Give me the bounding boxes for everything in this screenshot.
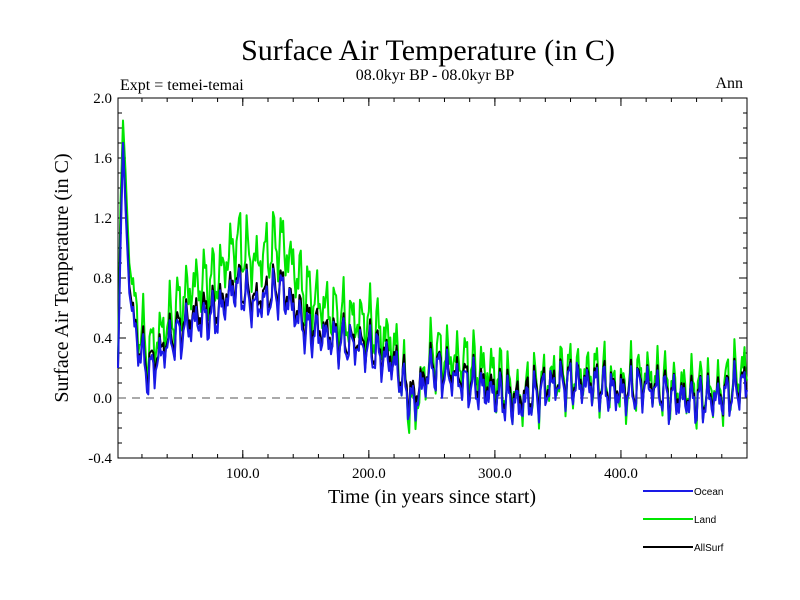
- chart-subtitle: 08.0kyr BP - 08.0kyr BP: [356, 67, 515, 84]
- legend-label-ocean: Ocean: [694, 487, 723, 498]
- y-tick-label: 2.0: [93, 91, 112, 107]
- y-tick-label: 0.4: [93, 331, 112, 347]
- x-tick-label: 100.0: [226, 466, 260, 482]
- legend-label-land: Land: [694, 515, 716, 526]
- y-tick-label: 0.8: [93, 271, 112, 287]
- series-line-allsurf: [117, 142, 748, 422]
- y-tick-label: 1.2: [93, 211, 112, 227]
- y-axis-label: Surface Air Temperature (in C): [51, 153, 73, 402]
- series-line-ocean: [117, 142, 748, 426]
- x-tick-label: 200.0: [352, 466, 386, 482]
- experiment-label: Expt = temei-temai: [120, 77, 244, 94]
- x-tick-label: 300.0: [478, 466, 512, 482]
- x-axis-label: Time (in years since start): [328, 486, 536, 508]
- y-tick-label: -0.4: [88, 451, 112, 467]
- chart-title: Surface Air Temperature (in C): [241, 34, 615, 67]
- y-tick-label: 1.6: [93, 151, 112, 167]
- season-label: Ann: [715, 75, 743, 92]
- series-line-land: [117, 119, 748, 434]
- legend-label-allsurf: AllSurf: [694, 543, 724, 554]
- x-tick-label: 400.0: [604, 466, 638, 482]
- plot-area: [117, 97, 748, 459]
- y-tick-label: 0.0: [93, 391, 112, 407]
